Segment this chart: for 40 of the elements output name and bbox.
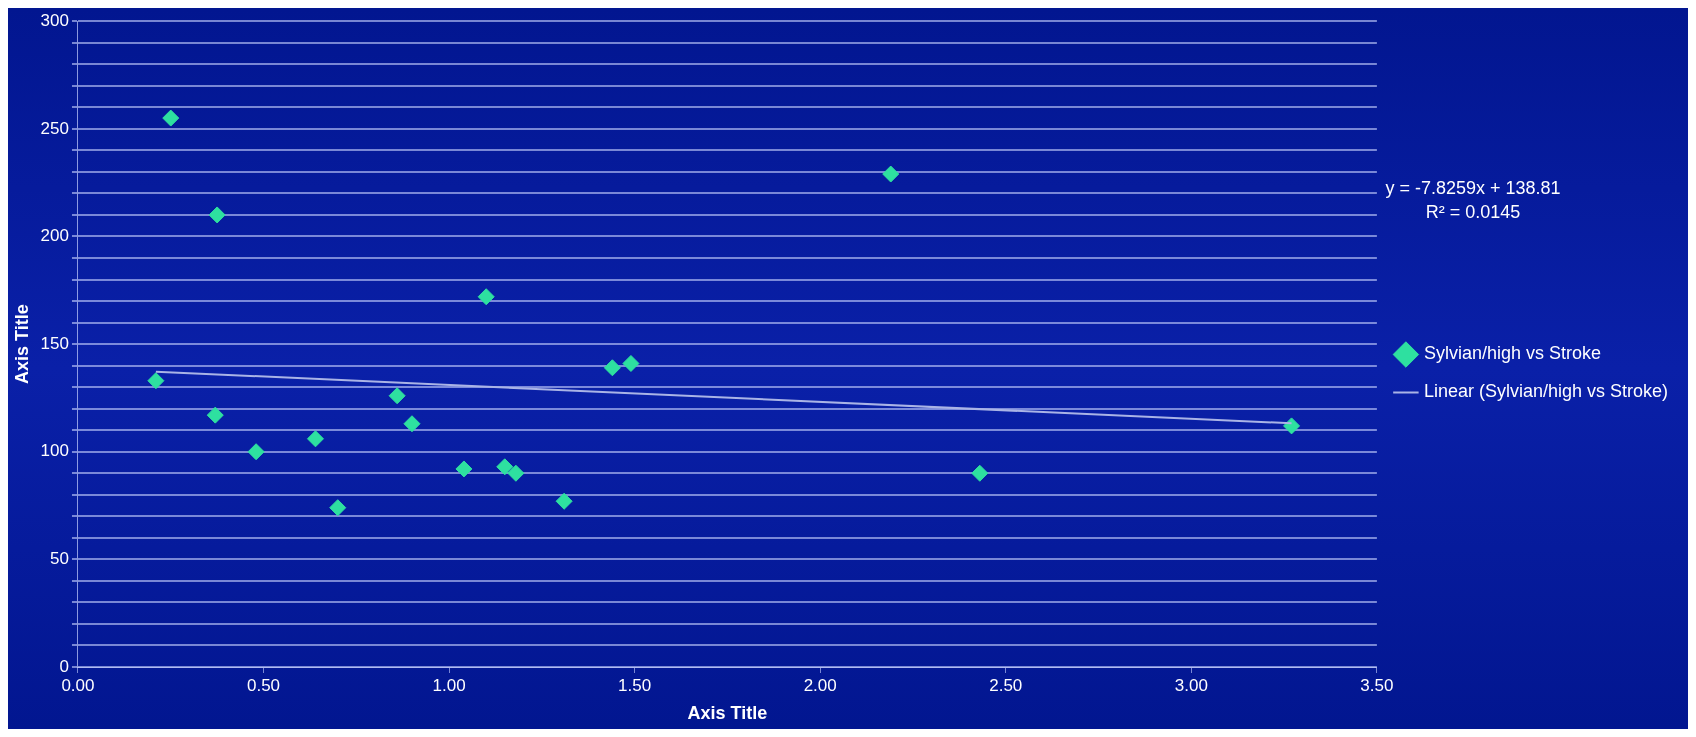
y-tick-label: 300	[40, 10, 69, 30]
x-axis-title: Axis Title	[687, 703, 768, 724]
y-axis-title: Axis Title	[11, 304, 32, 384]
point	[1283, 417, 1301, 435]
y-tick-label: 150	[40, 333, 69, 353]
x-tick-label: 1.00	[432, 675, 466, 695]
point	[147, 372, 165, 390]
y-tick-label: 50	[50, 549, 69, 569]
point	[247, 443, 265, 461]
legend-label: Sylvian/high vs Stroke	[1423, 343, 1601, 364]
point	[622, 354, 640, 372]
text: R² = 0.0145	[1424, 201, 1522, 224]
x-tick-label: 3.00	[1174, 675, 1208, 695]
point	[971, 464, 989, 482]
point	[507, 464, 525, 482]
point	[455, 460, 473, 478]
y-tick-label: 250	[40, 118, 69, 138]
point	[206, 406, 224, 424]
x-tick-label: 0.50	[246, 675, 281, 695]
y-tick-label: 0	[59, 656, 69, 676]
point	[306, 430, 324, 448]
y-tick-label: 100	[40, 441, 69, 461]
point	[388, 387, 406, 405]
point	[329, 499, 347, 517]
point	[882, 165, 900, 183]
x-tick-label: 1.50	[618, 675, 652, 695]
x-tick-label: 2.00	[803, 675, 837, 695]
x-tick-label: 2.50	[989, 675, 1023, 695]
y-tick-label: 200	[40, 226, 69, 246]
point	[477, 288, 495, 306]
x-tick-label: 0.00	[61, 675, 95, 695]
point	[555, 492, 573, 510]
x-tick-label: 3.50	[1360, 675, 1394, 695]
point	[208, 206, 226, 224]
point	[603, 359, 621, 377]
point	[162, 109, 180, 127]
text: y = -7.8259x + 138.81	[1384, 177, 1562, 200]
point	[403, 415, 421, 433]
point	[496, 458, 514, 476]
legend-label: Linear (Sylvian/high vs Stroke)	[1423, 381, 1668, 402]
